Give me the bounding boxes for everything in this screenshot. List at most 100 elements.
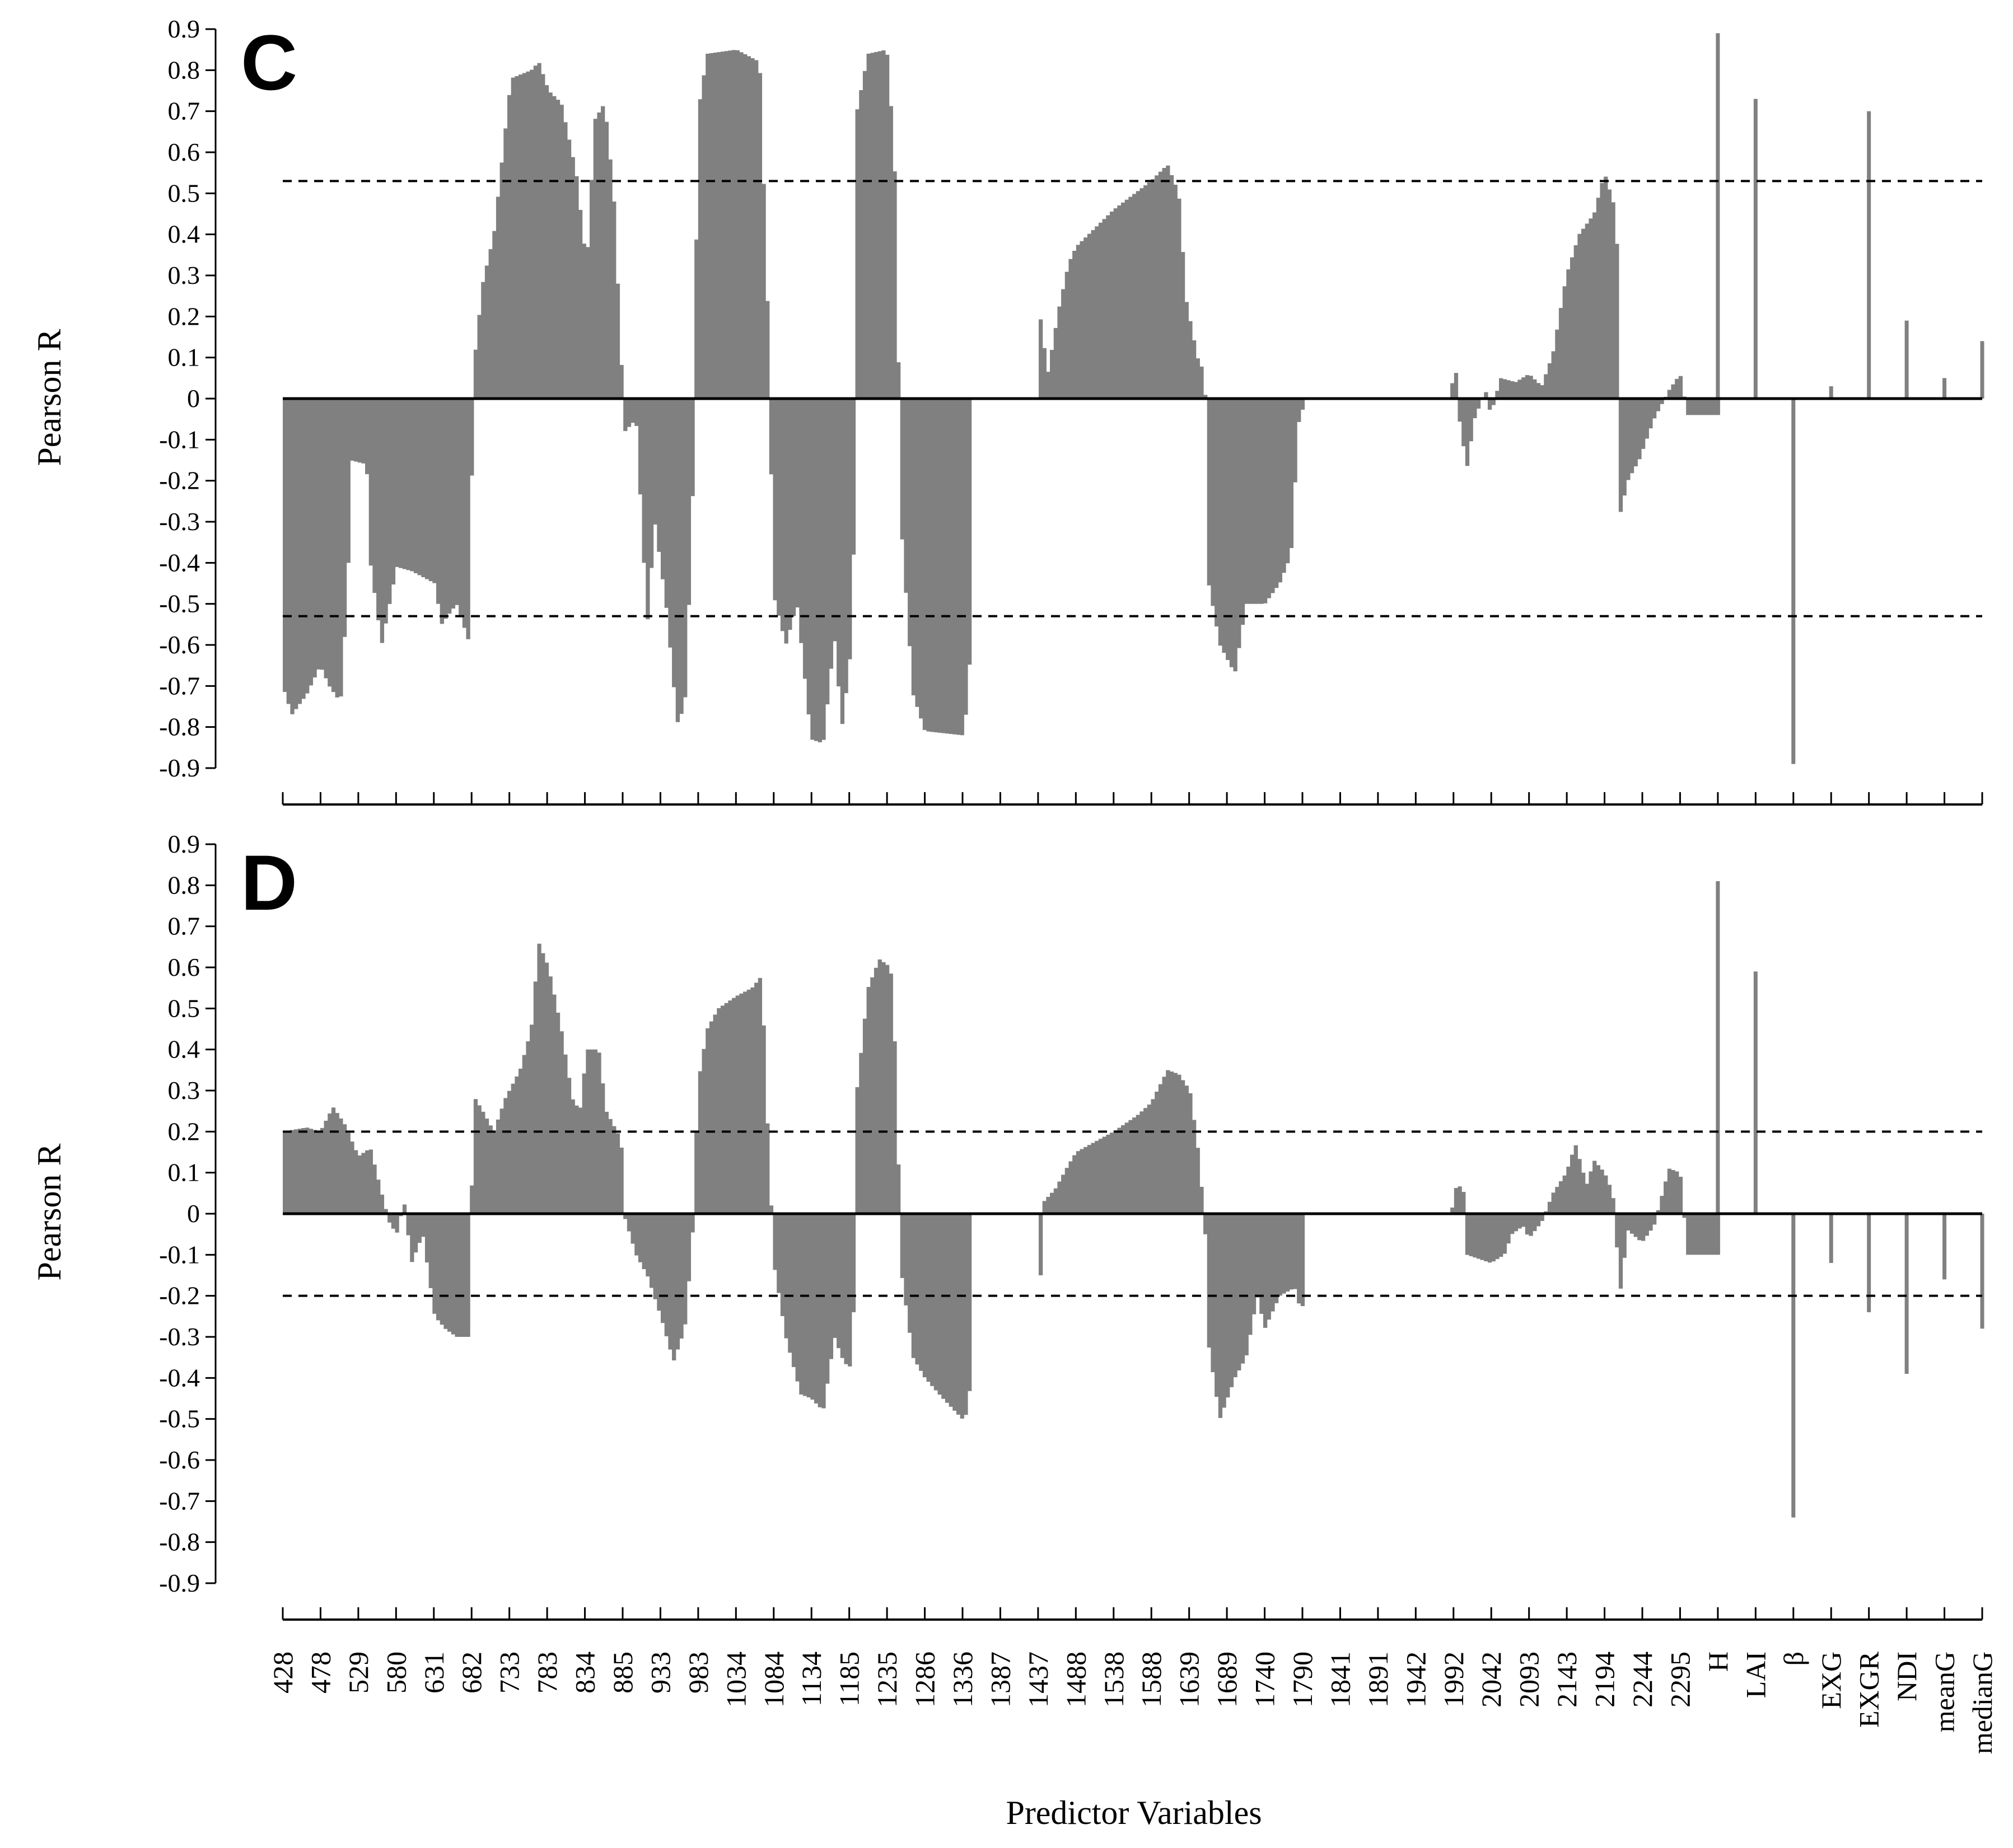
spectral-bar (559, 1031, 564, 1214)
spectral-bar (889, 974, 893, 1214)
spectral-bar (1487, 1214, 1492, 1263)
panel-label-d: D (241, 839, 297, 927)
spectral-bar (1263, 1214, 1268, 1328)
spectral-bar (1184, 1086, 1189, 1214)
spectral-bar (851, 1214, 856, 1312)
spectral-bar (290, 1130, 295, 1214)
spectral-bar (1300, 399, 1305, 410)
spectral-bar (837, 399, 841, 687)
spectral-bar (795, 399, 800, 608)
spectral-bar (1271, 1214, 1275, 1312)
spectral-bar (762, 184, 766, 399)
spectral-bar (424, 399, 429, 579)
spectral-bar (1237, 1214, 1241, 1370)
x-tick-label: 834 (569, 1651, 601, 1693)
spectral-bar (1678, 376, 1683, 399)
spectral-bar (1229, 1214, 1234, 1387)
spectral-bar (1098, 1139, 1103, 1214)
spectral-bar (952, 399, 957, 734)
spectral-bar (956, 399, 961, 735)
spectral-bar (447, 399, 452, 614)
spectral-bar (331, 399, 336, 693)
spectral-bar (608, 1119, 613, 1214)
spectral-bar (1267, 1214, 1271, 1320)
spectral-bar (1510, 1214, 1515, 1234)
spectral-bar (342, 399, 347, 637)
spectral-bar (436, 399, 441, 604)
x-tick-label: 529 (343, 1651, 374, 1693)
spectral-bar (328, 399, 332, 687)
spectral-bar (706, 1028, 710, 1214)
spectral-bar (788, 399, 792, 630)
spectral-bar (638, 1214, 643, 1262)
spectral-bar (859, 1052, 863, 1214)
spectral-bar (1570, 257, 1575, 399)
spectral-bar (893, 171, 897, 399)
x-tick-label: 1588 (1136, 1651, 1167, 1707)
spectral-bar (1667, 1168, 1672, 1214)
spectral-bar (387, 399, 392, 604)
bar-lai-d (1753, 971, 1758, 1214)
spectral-bar (1061, 289, 1066, 399)
x-tick-label: 1336 (947, 1651, 978, 1707)
spectral-bar (283, 1131, 287, 1214)
spectral-bar (1226, 399, 1230, 660)
spectral-bar (799, 399, 804, 643)
spectral-bar (470, 1185, 474, 1214)
spectral-bar (686, 399, 692, 605)
spectral-bar (384, 399, 388, 624)
spectral-bar (339, 1118, 343, 1214)
spectral-bar (484, 1119, 489, 1214)
spectral-bar (1233, 399, 1237, 672)
spectral-bar (746, 989, 751, 1214)
spectral-bar (848, 399, 852, 659)
spectral-bar (1498, 1214, 1503, 1257)
x-tick-label: meanG (1929, 1651, 1960, 1732)
spectral-bar (1050, 349, 1054, 399)
spectral-bar (1222, 1214, 1226, 1408)
spectral-bar (649, 399, 654, 568)
bar-exg-d (1829, 1214, 1833, 1263)
spectral-bar (702, 75, 706, 399)
spectral-bar (668, 399, 672, 648)
y-tick-label: -0.6 (159, 1445, 200, 1474)
spectral-bar (724, 51, 728, 399)
spectral-bar (649, 1214, 654, 1288)
spectral-bar (473, 349, 478, 399)
spectral-bar (1536, 1214, 1541, 1227)
spectral-bar (350, 1141, 354, 1214)
spectral-bar (941, 399, 946, 733)
spectral-bar (750, 58, 755, 399)
spectral-bar (590, 1049, 594, 1214)
spectral-bar (575, 1105, 579, 1214)
spectral-bar (537, 943, 541, 1214)
spectral-bar (1648, 399, 1653, 429)
y-tick-label: -0.3 (159, 1322, 200, 1351)
spectral-bar (335, 399, 339, 698)
x-tick-label: 1942 (1400, 1651, 1431, 1707)
spectral-bar (1169, 1072, 1174, 1214)
spectral-bar (1050, 1192, 1054, 1214)
spectral-bar (402, 399, 407, 569)
spectral-bar (301, 399, 306, 699)
spectral-bar (451, 399, 456, 609)
spectral-bar (507, 1091, 512, 1214)
spectral-bar (694, 239, 699, 399)
spectral-bar (548, 92, 553, 399)
spectral-bar (1637, 1214, 1642, 1241)
spectral-bar (933, 1214, 938, 1391)
spectral-bar (1151, 1099, 1155, 1214)
spectral-bar (563, 1054, 568, 1214)
spectral-bar (1573, 1145, 1578, 1214)
spectral-bar (350, 399, 354, 461)
spectral-bar (743, 991, 748, 1214)
x-tick-label: 1639 (1174, 1651, 1205, 1707)
spectral-bar (1080, 1149, 1084, 1214)
x-tick-label: 933 (644, 1651, 676, 1693)
spectral-bar (833, 399, 837, 642)
spectral-bar (353, 1150, 358, 1214)
bar-ndi-c (1904, 320, 1909, 399)
y-tick-label: -0.5 (159, 590, 200, 618)
spectral-bar (578, 1107, 583, 1214)
spectral-bar (395, 399, 399, 567)
